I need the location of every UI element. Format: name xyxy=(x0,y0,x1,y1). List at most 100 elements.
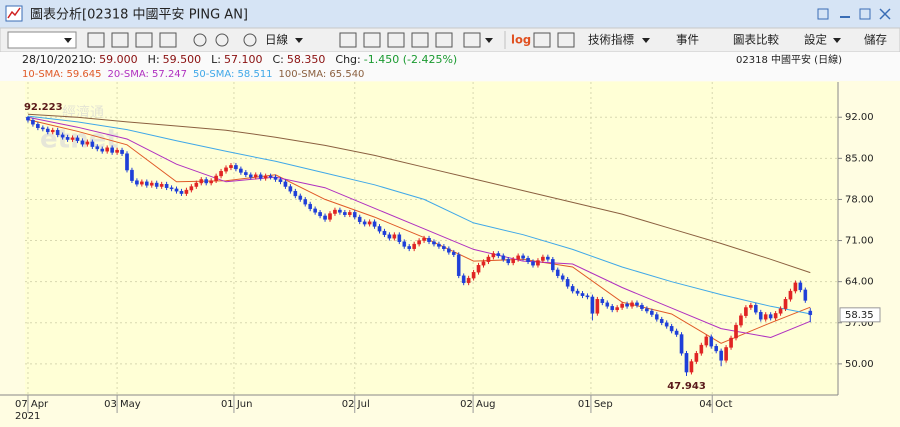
candle-body xyxy=(620,303,624,308)
candle-body xyxy=(154,182,159,187)
candle-body xyxy=(803,289,808,301)
watermark: 經濟通 xyxy=(62,105,104,121)
candle-body xyxy=(496,253,501,257)
candle-body xyxy=(318,212,322,217)
candle-body xyxy=(694,353,699,362)
candle-body xyxy=(546,256,550,260)
title-bar xyxy=(0,0,900,28)
candle-body xyxy=(674,330,679,335)
candle-body xyxy=(224,167,228,172)
candle-body xyxy=(501,255,506,260)
candle-body xyxy=(115,149,119,153)
candle-body xyxy=(541,256,545,261)
export-button[interactable] xyxy=(557,32,575,48)
info-label: C: xyxy=(273,53,284,66)
candle-body xyxy=(664,322,669,327)
log-button[interactable]: log xyxy=(511,33,531,47)
candle-button[interactable] xyxy=(339,32,357,48)
candle-body xyxy=(179,191,184,194)
candle-body xyxy=(303,199,308,205)
candle-body xyxy=(773,313,778,319)
candle-body xyxy=(521,255,525,259)
compare-tool[interactable] xyxy=(159,32,177,48)
candle-body xyxy=(615,307,619,311)
line-button[interactable] xyxy=(411,32,429,48)
candle-body xyxy=(164,183,169,188)
symbol-input[interactable] xyxy=(7,31,77,49)
candle-body xyxy=(184,189,189,194)
candle-body xyxy=(105,147,109,152)
y-tick-label: 78.00 xyxy=(845,194,874,205)
candle-body xyxy=(214,175,218,181)
candle-body xyxy=(645,308,649,312)
candle-body xyxy=(630,302,634,307)
grid-button[interactable] xyxy=(463,32,481,48)
candle-body xyxy=(471,272,476,279)
candle-body xyxy=(739,315,743,326)
candle-body xyxy=(120,149,124,154)
maximize-button[interactable] xyxy=(859,8,871,20)
candle-body xyxy=(704,336,709,346)
candle-body xyxy=(754,304,758,313)
candle-body xyxy=(258,174,263,179)
candle-body xyxy=(476,265,481,273)
indicators-menu[interactable]: 技術指標 xyxy=(588,33,634,47)
scale-button[interactable] xyxy=(533,32,551,48)
candle-body xyxy=(263,175,268,179)
candle-body xyxy=(699,344,704,354)
candle-body xyxy=(55,129,60,136)
candle-body xyxy=(278,179,283,183)
interval-menu[interactable]: 日線 xyxy=(265,33,288,47)
x-year-label: 2021 xyxy=(15,411,40,422)
candle-body xyxy=(511,259,515,264)
sma-line xyxy=(27,116,811,339)
info-value: 59.000 xyxy=(99,53,138,66)
candle-body xyxy=(798,282,803,291)
minimize-button[interactable] xyxy=(840,16,850,18)
candle-body xyxy=(536,260,540,266)
candle-body xyxy=(451,252,456,255)
dropdown-arrow xyxy=(64,38,72,43)
settings-menu[interactable]: 設定 xyxy=(804,33,827,47)
events-button[interactable]: 事件 xyxy=(676,33,699,47)
zoom-out[interactable] xyxy=(215,33,229,47)
candle-body xyxy=(719,350,723,361)
low-label: 47.943 xyxy=(667,381,706,392)
mountain-button[interactable] xyxy=(435,32,453,48)
hand-tool[interactable] xyxy=(87,32,105,48)
detach-button[interactable] xyxy=(817,8,829,20)
candle-body xyxy=(387,234,392,239)
candle-body xyxy=(684,353,689,373)
y-tick-label: 57.00 xyxy=(845,318,874,329)
candle-body xyxy=(189,186,194,191)
candle-body xyxy=(595,299,600,314)
candle-body xyxy=(729,337,733,348)
candle-body xyxy=(551,259,555,271)
candle-body xyxy=(610,306,615,311)
candle-body xyxy=(135,180,139,185)
interval-icon[interactable] xyxy=(243,33,257,47)
candle-body xyxy=(338,209,342,213)
sma-line xyxy=(27,115,811,315)
candle-body xyxy=(793,282,798,292)
candle-body xyxy=(100,148,105,152)
candle-body xyxy=(659,319,664,323)
x-tick-label: 01 Sep xyxy=(578,399,613,410)
cursor-tool[interactable] xyxy=(111,32,129,48)
candle-body xyxy=(392,234,397,239)
close-button[interactable] xyxy=(879,8,891,20)
compare-button[interactable]: 圖表比較 xyxy=(733,33,779,47)
draw-tool[interactable] xyxy=(135,32,153,48)
candle-body xyxy=(125,153,129,171)
candle-body xyxy=(343,212,347,215)
candle-body xyxy=(397,234,402,242)
hlc-button[interactable] xyxy=(387,32,405,48)
candle-body xyxy=(456,254,461,276)
candle-body xyxy=(130,169,134,181)
ohlc-button[interactable] xyxy=(363,32,381,48)
candle-body xyxy=(45,128,50,133)
save-button[interactable]: 儲存 xyxy=(864,33,887,47)
plot-area xyxy=(25,82,838,395)
zoom-in[interactable] xyxy=(193,33,207,47)
candle-body xyxy=(229,165,233,168)
